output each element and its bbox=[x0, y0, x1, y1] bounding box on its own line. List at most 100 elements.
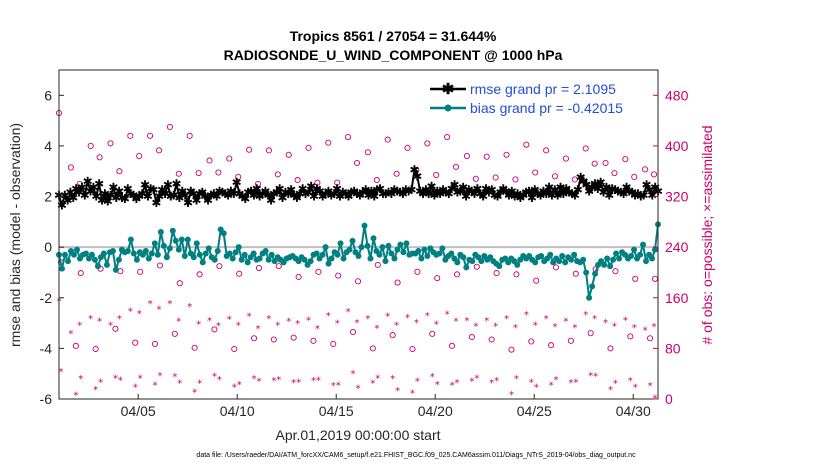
bias-point bbox=[148, 250, 155, 257]
obs-assimilated-point: * bbox=[256, 324, 261, 335]
rmse-point: ✱ bbox=[556, 181, 566, 195]
rmse-point: ✱ bbox=[192, 193, 202, 207]
obs-possible-point bbox=[373, 177, 380, 184]
obs-assimilated-point: * bbox=[97, 317, 102, 328]
bias-point bbox=[379, 244, 386, 251]
obs-assimilated-point: * bbox=[534, 382, 539, 393]
obs-assimilated-point: * bbox=[593, 372, 598, 383]
bias-point bbox=[103, 261, 110, 268]
rmse-point: ✱ bbox=[642, 178, 652, 192]
obs-assimilated-point: * bbox=[603, 318, 608, 329]
bias-point bbox=[268, 251, 275, 258]
rmse-point: ✱ bbox=[240, 192, 250, 206]
obs-assimilated-point: * bbox=[128, 306, 133, 317]
bias-point bbox=[532, 259, 539, 266]
rmse-point: ✱ bbox=[541, 187, 551, 201]
rmse-point: ✱ bbox=[530, 183, 540, 197]
obs-assimilated-point: * bbox=[623, 315, 628, 326]
rmse-point: ✱ bbox=[312, 182, 322, 196]
left-tick-label: 2 bbox=[44, 189, 52, 205]
bias-point bbox=[601, 261, 608, 268]
right-tick-label: 480 bbox=[665, 87, 689, 103]
rmse-point: ✱ bbox=[447, 182, 457, 196]
obs-assimilated-point: * bbox=[276, 375, 281, 386]
bias-point bbox=[265, 256, 272, 263]
obs-assimilated-point: * bbox=[385, 311, 390, 322]
obs-possible-point bbox=[127, 132, 134, 139]
obs-assimilated-point: * bbox=[430, 372, 435, 383]
obs-assimilated-point: * bbox=[88, 314, 93, 325]
rmse-point: ✱ bbox=[412, 169, 422, 183]
rmse-point: ✱ bbox=[134, 190, 144, 204]
bias-point bbox=[238, 256, 245, 263]
rmse-point: ✱ bbox=[584, 184, 594, 198]
obs-possible-point bbox=[389, 332, 396, 339]
bias-point bbox=[367, 255, 374, 262]
obs-assimilated-point: * bbox=[167, 299, 172, 310]
rmse-point: ✱ bbox=[157, 183, 167, 197]
obs-possible-series bbox=[55, 109, 659, 353]
bias-point bbox=[133, 256, 140, 263]
obs-possible-point bbox=[76, 180, 83, 187]
obs-possible-point bbox=[453, 271, 461, 278]
obs-possible-point bbox=[468, 333, 475, 341]
obs-assimilated-point: * bbox=[212, 372, 217, 383]
obs-assimilated-point: * bbox=[113, 373, 118, 384]
bias-point bbox=[181, 253, 188, 260]
bias-point bbox=[559, 253, 566, 260]
obs-possible-point bbox=[334, 179, 341, 186]
bias-point bbox=[322, 244, 329, 251]
obs-assimilated-point: * bbox=[172, 372, 177, 383]
obs-assimilated-point: * bbox=[117, 314, 122, 325]
rmse-point: ✱ bbox=[461, 190, 471, 204]
obs-possible-point bbox=[513, 271, 520, 278]
obs-assimilated-point: * bbox=[306, 315, 311, 326]
bias-point bbox=[454, 259, 461, 266]
rmse-point: ✱ bbox=[249, 188, 259, 202]
rmse-point: ✱ bbox=[578, 174, 588, 188]
rmse-point: ✱ bbox=[77, 181, 87, 195]
obs-possible-point bbox=[350, 328, 357, 335]
rmse-point: ✱ bbox=[300, 187, 310, 201]
data-file-footnote: data file: /Users/raeder/DAI/ATM_forcXX/… bbox=[196, 452, 636, 459]
rmse-point: ✱ bbox=[106, 188, 116, 202]
bias-point bbox=[145, 255, 152, 262]
obs-possible-point bbox=[285, 151, 292, 158]
rmse-point: ✱ bbox=[621, 181, 631, 195]
bias-point bbox=[160, 242, 167, 249]
rmse-point: ✱ bbox=[593, 182, 603, 196]
rmse-point: ✱ bbox=[421, 183, 431, 197]
obs-possible-point bbox=[176, 280, 183, 287]
bias-point bbox=[589, 283, 596, 290]
obs-possible-point bbox=[523, 141, 530, 148]
rmse-point: ✱ bbox=[484, 186, 494, 200]
bias-point bbox=[127, 236, 134, 243]
obs-assimilated-point: * bbox=[157, 371, 162, 382]
obs-assimilated-point: * bbox=[435, 380, 440, 391]
obs-assimilated-point: * bbox=[335, 318, 340, 329]
rmse-point: ✱ bbox=[283, 187, 293, 201]
bias-point bbox=[604, 255, 611, 262]
rmse-point: ✱ bbox=[315, 184, 325, 198]
rmse-point: ✱ bbox=[550, 183, 560, 197]
rmse-point: ✱ bbox=[458, 181, 468, 195]
rmse-point: ✱ bbox=[111, 191, 121, 205]
right-tick-label: 0 bbox=[665, 391, 673, 407]
obs-possible-point bbox=[571, 176, 578, 183]
rmse-point: ✱ bbox=[544, 181, 554, 195]
obs-possible-point bbox=[512, 176, 519, 183]
bias-point bbox=[400, 249, 407, 256]
obs-possible-point bbox=[528, 338, 535, 345]
chart-title-line1: Tropics 8561 / 27054 = 31.644% bbox=[290, 28, 497, 44]
rmse-point: ✱ bbox=[406, 183, 416, 197]
bias-point bbox=[328, 255, 335, 262]
obs-assimilated-point: * bbox=[524, 310, 529, 321]
bias-point bbox=[244, 259, 251, 266]
rmse-point: ✱ bbox=[384, 186, 394, 200]
rmse-point: ✱ bbox=[452, 186, 462, 200]
rmse-point: ✱ bbox=[278, 191, 288, 205]
bias-point bbox=[439, 245, 446, 252]
rmse-point: ✱ bbox=[232, 176, 242, 190]
obs-possible-point bbox=[354, 278, 362, 285]
rmse-point: ✱ bbox=[349, 184, 359, 198]
